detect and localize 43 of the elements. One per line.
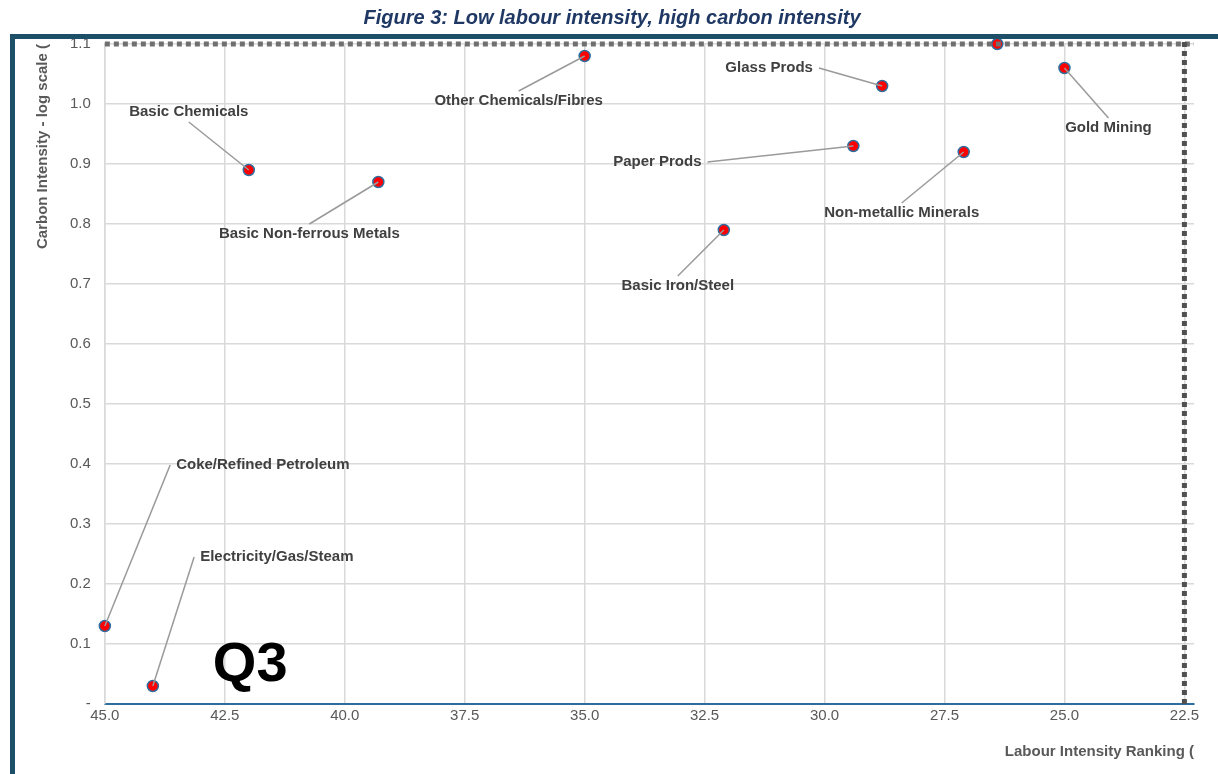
annotation: Paper Prods	[613, 152, 702, 170]
annotation: Non-metallic Minerals	[824, 203, 980, 221]
point	[578, 49, 591, 63]
y-tick-label: 0.2	[69, 574, 91, 592]
annotation: Other Chemicals/Fibres	[434, 91, 603, 109]
annotation: Gold Mining	[1065, 118, 1152, 136]
y-tick-label: 1.0	[69, 94, 91, 112]
annotation: Basic Non-ferrous Metals	[218, 224, 400, 242]
x-tick-label: 32.5	[690, 706, 720, 724]
point	[242, 163, 256, 177]
x-tick-label: 40.0	[330, 706, 360, 724]
annotation: Q3	[212, 630, 288, 694]
annotation: Basic Chemicals	[129, 102, 249, 120]
point	[875, 79, 889, 93]
y-tick-label: -	[85, 694, 91, 712]
x-tick-label: 37.5	[450, 706, 480, 724]
annotation: Glass Prods	[725, 58, 813, 76]
point	[146, 679, 160, 693]
x-tick-label: 30.0	[809, 706, 840, 724]
annotation: Basic Iron/Steel	[621, 276, 735, 294]
x-tick-label: 22.5	[1169, 706, 1200, 724]
y-axis-title: Carbon Intensity - log scale (	[33, 44, 51, 250]
y-tick-label: 0.8	[69, 214, 91, 232]
point	[717, 223, 731, 237]
y-tick-label: 0.9	[69, 154, 91, 172]
y-tick-label: 0.5	[69, 394, 91, 412]
y-tick-label: 0.4	[69, 454, 91, 472]
point	[847, 139, 860, 153]
y-tick-label: 0.7	[69, 274, 91, 292]
x-axis-title: Labour Intensity Ranking (	[1004, 742, 1194, 760]
annotation: Electricity/Gas/Steam	[200, 547, 354, 565]
point	[98, 619, 112, 633]
annotation: Coke/Refined Petroleum	[176, 455, 350, 473]
y-tick-label: 0.3	[69, 514, 91, 532]
point	[372, 175, 385, 189]
chart-title: Figure 3: Low labour intensity, high carbon intensity	[363, 5, 862, 28]
x-tick-label: 25.0	[1049, 706, 1080, 724]
x-tick-label: 42.5	[210, 706, 240, 724]
x-tick-label: 27.5	[929, 706, 960, 724]
x-tick-label: 45.0	[90, 706, 120, 724]
y-tick-label: 0.6	[69, 334, 91, 352]
y-tick-label: 0.1	[69, 634, 91, 652]
x-tick-label: 35.0	[570, 706, 600, 724]
